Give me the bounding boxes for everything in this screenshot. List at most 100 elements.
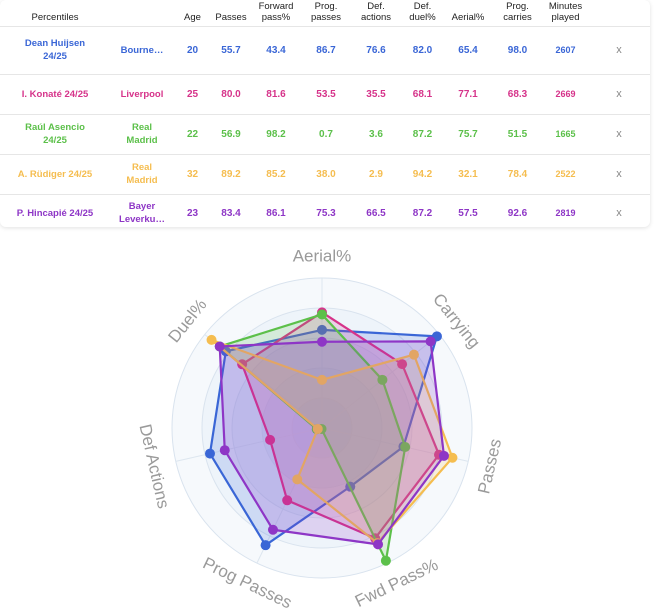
table-row: A. Rüdiger 24/25 Real Madrid 32 89.2 85.2 38.… bbox=[0, 153, 650, 194]
radar-point[interactable] bbox=[447, 452, 458, 463]
radar-axis-label: Aerial% bbox=[293, 247, 352, 266]
def-actions-value: 76.6 bbox=[351, 25, 401, 74]
age-value: 20 bbox=[174, 25, 211, 74]
def-actions-value: 35.5 bbox=[351, 73, 401, 114]
team-name[interactable]: Bayer Leverku… bbox=[110, 193, 174, 227]
forward-pass-value: 86.1 bbox=[251, 193, 301, 227]
radar-point[interactable] bbox=[377, 374, 388, 385]
aerial-value: 77.1 bbox=[444, 73, 492, 114]
radar-point[interactable] bbox=[214, 341, 225, 352]
radar-point[interactable] bbox=[438, 450, 449, 461]
radar-point[interactable] bbox=[400, 441, 411, 452]
minutes-played-value: 2522 bbox=[543, 153, 588, 194]
radar-spoke bbox=[256, 427, 323, 564]
prog-passes-value: 53.5 bbox=[301, 73, 351, 114]
aerial-value: 75.7 bbox=[444, 113, 492, 154]
table-row: I. Konaté 24/25 Liverpool 25 80.0 81.6 53.5 35… bbox=[0, 73, 650, 114]
minutes-played-value: 2607 bbox=[543, 25, 588, 74]
radar-spoke bbox=[175, 427, 323, 462]
radar-point[interactable] bbox=[260, 540, 271, 551]
comparison-table-card: Percentiles Age Passes Forward pass% Pro… bbox=[0, 0, 650, 227]
radar-point[interactable] bbox=[267, 524, 278, 535]
header-percentiles: Percentiles bbox=[31, 11, 79, 23]
player-name[interactable]: Dean Huijsen 24/25 bbox=[0, 25, 110, 74]
def-duel-value: 68.1 bbox=[401, 73, 444, 114]
forward-pass-value: 98.2 bbox=[251, 113, 301, 154]
table-row: P. Hincapié 24/25 Bayer Leverku… 23 83.4 86.… bbox=[0, 193, 650, 227]
radar-point[interactable] bbox=[317, 309, 327, 320]
team-name[interactable]: Real Madrid bbox=[110, 153, 174, 194]
player-name[interactable]: Raúl Asencio 24/25 bbox=[0, 113, 110, 154]
header-age: Age bbox=[184, 11, 201, 23]
team-name[interactable]: Real Madrid bbox=[110, 113, 174, 154]
header-prog-passes: Prog. passes bbox=[310, 0, 342, 23]
radar-point[interactable] bbox=[219, 445, 230, 456]
header-team bbox=[110, 0, 174, 26]
radar-series bbox=[206, 334, 458, 549]
prog-carries-value: 51.5 bbox=[492, 113, 543, 154]
radar-point[interactable] bbox=[206, 334, 217, 345]
remove-player-button[interactable]: x bbox=[588, 193, 650, 227]
radar-point[interactable] bbox=[380, 555, 391, 566]
table-header-row: Percentiles Age Passes Forward pass% Pro… bbox=[0, 0, 650, 26]
header-forward-pass: Forward pass% bbox=[258, 0, 294, 23]
team-name[interactable]: Bourne… bbox=[110, 25, 174, 74]
header-remove bbox=[588, 0, 650, 26]
aerial-value: 32.1 bbox=[444, 153, 492, 194]
age-value: 23 bbox=[174, 193, 211, 227]
player-name[interactable]: I. Konaté 24/25 bbox=[0, 73, 110, 114]
radar-axis-label: Passes bbox=[474, 437, 505, 496]
header-passes: Passes bbox=[215, 11, 247, 23]
radar-point[interactable] bbox=[397, 359, 408, 370]
def-actions-value: 66.5 bbox=[351, 193, 401, 227]
remove-player-button[interactable]: x bbox=[588, 73, 650, 114]
age-value: 25 bbox=[174, 73, 211, 114]
radar-point[interactable] bbox=[265, 434, 276, 445]
forward-pass-value: 85.2 bbox=[251, 153, 301, 194]
radar-point[interactable] bbox=[204, 448, 215, 459]
forward-pass-value: 81.6 bbox=[251, 73, 301, 114]
def-duel-value: 87.2 bbox=[401, 193, 444, 227]
def-duel-value: 94.2 bbox=[401, 153, 444, 194]
radar-axis-label: Def Actions bbox=[135, 422, 173, 510]
age-value: 32 bbox=[174, 153, 211, 194]
passes-value: 80.0 bbox=[211, 73, 251, 114]
prog-carries-value: 78.4 bbox=[492, 153, 543, 194]
player-name[interactable]: P. Hincapié 24/25 bbox=[0, 193, 110, 227]
def-duel-value: 82.0 bbox=[401, 25, 444, 74]
radar-point[interactable] bbox=[408, 349, 419, 360]
header-prog-carries: Prog. carries bbox=[503, 0, 532, 23]
table-row: Dean Huijsen 24/25 Bourne… 20 55.7 43.4 86.7 7… bbox=[0, 25, 650, 74]
header-aerial: Aerial% bbox=[451, 11, 485, 23]
age-value: 22 bbox=[174, 113, 211, 154]
remove-player-button[interactable]: x bbox=[588, 153, 650, 194]
table-row: Raúl Asencio 24/25 Real Madrid 22 56.9 98.2 0… bbox=[0, 113, 650, 154]
passes-value: 56.9 bbox=[211, 113, 251, 154]
radar-point[interactable] bbox=[317, 374, 327, 385]
player-name[interactable]: A. Rüdiger 24/25 bbox=[0, 153, 110, 194]
radar-point[interactable] bbox=[292, 474, 303, 485]
header-def-duel: Def. duel% bbox=[409, 0, 436, 23]
remove-player-button[interactable]: x bbox=[588, 25, 650, 74]
radar-point[interactable] bbox=[373, 539, 384, 550]
passes-value: 89.2 bbox=[211, 153, 251, 194]
team-name[interactable]: Liverpool bbox=[110, 73, 174, 114]
prog-carries-value: 92.6 bbox=[492, 193, 543, 227]
radar-series bbox=[214, 336, 449, 550]
header-minutes-played: Minutes played bbox=[548, 0, 583, 23]
prog-passes-value: 0.7 bbox=[301, 113, 351, 154]
minutes-played-value: 1665 bbox=[543, 113, 588, 154]
minutes-played-value: 2819 bbox=[543, 193, 588, 227]
radar-point[interactable] bbox=[317, 336, 327, 347]
header-def-actions: Def. actions bbox=[360, 0, 392, 23]
radar-point[interactable] bbox=[312, 423, 323, 434]
radar-point[interactable] bbox=[282, 495, 293, 506]
def-actions-value: 3.6 bbox=[351, 113, 401, 154]
remove-player-button[interactable]: x bbox=[588, 113, 650, 154]
aerial-value: 65.4 bbox=[444, 25, 492, 74]
comparison-table: Percentiles Age Passes Forward pass% Pro… bbox=[0, 0, 650, 227]
radar-point[interactable] bbox=[317, 324, 327, 335]
radar-point[interactable] bbox=[425, 336, 436, 347]
prog-carries-value: 98.0 bbox=[492, 25, 543, 74]
